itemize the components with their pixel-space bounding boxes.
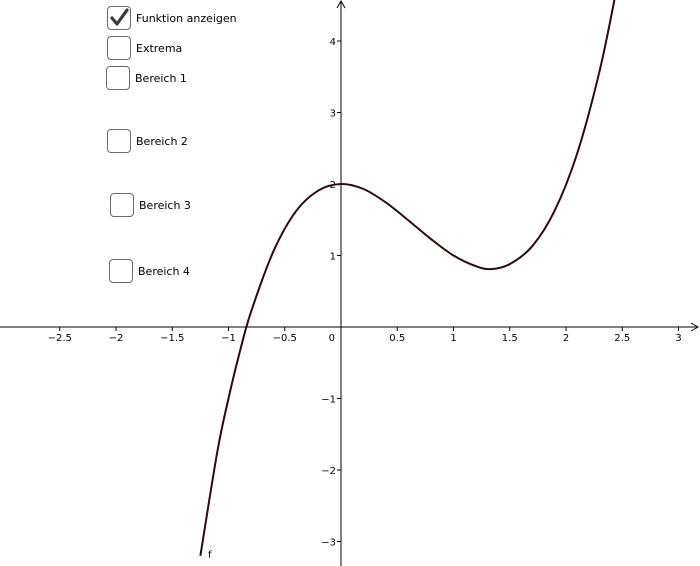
x-tick-label: 1: [450, 333, 456, 344]
checkbox-label: Funktion anzeigen: [136, 11, 237, 25]
checkbox-box[interactable]: [109, 259, 133, 283]
checkbox-3[interactable]: Bereich 1: [106, 66, 187, 90]
checkbox-label: Bereich 4: [138, 264, 190, 278]
checkbox-box[interactable]: [106, 66, 130, 90]
function-curve[interactable]: [199, 0, 616, 556]
x-tick-label: −1: [221, 333, 236, 344]
checkbox-label: Bereich 3: [139, 198, 191, 212]
checkbox-2[interactable]: Extrema: [107, 36, 182, 60]
checkbox-box[interactable]: [107, 6, 131, 30]
x-tick-label: 2.5: [614, 333, 630, 344]
y-tick-label: 4: [330, 37, 336, 48]
y-tick-label: 3: [330, 109, 336, 120]
checkbox-box[interactable]: [107, 129, 131, 153]
x-tick-label: 1.5: [502, 333, 518, 344]
origin-label: 0: [329, 333, 335, 344]
checkbox-4[interactable]: Bereich 2: [107, 129, 188, 153]
y-axis-arrow: [336, 0, 346, 9]
y-tick-label: −3: [321, 538, 336, 549]
x-tick-label: −2: [109, 333, 124, 344]
x-tick-label: 3: [675, 333, 681, 344]
checkmark-icon: [110, 8, 129, 26]
checkbox-label: Bereich 1: [135, 71, 187, 85]
x-tick-label: −0.5: [273, 333, 297, 344]
x-tick-label: 2: [563, 333, 569, 344]
x-axis-arrow: [690, 322, 700, 332]
checkbox-1[interactable]: Funktion anzeigen: [107, 6, 237, 30]
x-tick-label: −1.5: [160, 333, 184, 344]
checkbox-box[interactable]: [110, 193, 134, 217]
function-label: f: [208, 550, 212, 561]
y-tick-label: −1: [321, 395, 336, 406]
x-tick-label: −2.5: [48, 333, 72, 344]
y-tick-label: 1: [330, 252, 336, 263]
checkbox-6[interactable]: Bereich 4: [109, 259, 190, 283]
checkbox-label: Extrema: [136, 41, 183, 55]
checkbox-box[interactable]: [107, 36, 131, 60]
y-tick-label: −2: [321, 466, 336, 477]
checkbox-label: Bereich 2: [136, 134, 188, 148]
x-tick-label: 0.5: [389, 333, 405, 344]
checkbox-5[interactable]: Bereich 3: [110, 193, 191, 217]
